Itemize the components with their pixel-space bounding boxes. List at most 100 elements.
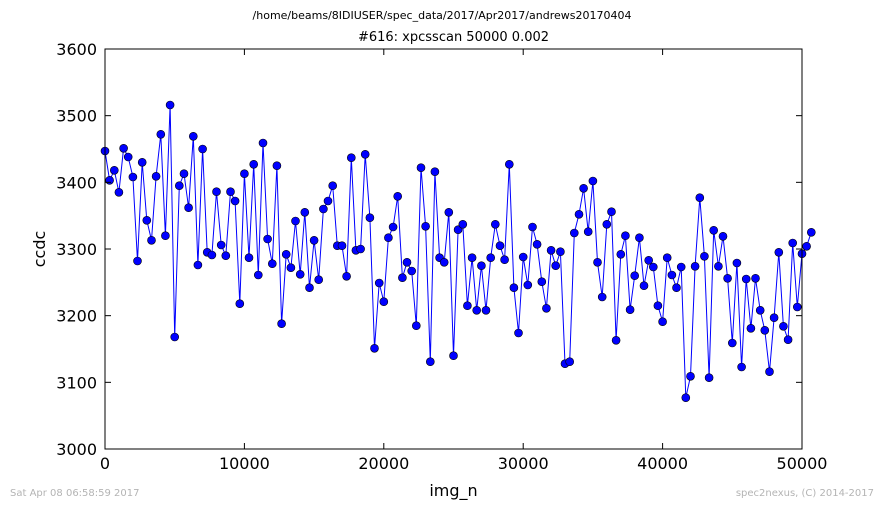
data-point	[384, 233, 393, 242]
data-point	[416, 163, 426, 172]
data-point	[328, 181, 338, 190]
data-point	[240, 169, 249, 178]
y-tick-label: 3200	[56, 307, 97, 326]
data-point	[635, 233, 644, 242]
data-point	[114, 188, 124, 197]
y-tick-label: 3000	[56, 440, 97, 459]
data-point	[532, 240, 542, 249]
data-point	[407, 266, 417, 276]
y-tick-label: 3400	[56, 173, 97, 192]
data-point	[151, 172, 161, 181]
data-point	[370, 343, 379, 353]
data-point	[467, 253, 477, 263]
data-point	[565, 357, 575, 367]
data-point	[556, 247, 565, 256]
data-point	[518, 252, 528, 262]
data-point	[337, 241, 347, 250]
data-point	[597, 292, 607, 302]
data-point	[760, 325, 770, 335]
data-point	[569, 228, 579, 238]
data-point	[123, 152, 133, 162]
data-point	[727, 338, 737, 348]
y-axis-label: ccdc	[30, 231, 49, 268]
data-point	[472, 305, 482, 315]
data-point	[226, 187, 235, 196]
data-point	[411, 321, 421, 331]
data-point	[175, 181, 184, 190]
data-point	[504, 160, 514, 169]
data-point	[779, 321, 788, 331]
data-point	[509, 283, 519, 293]
data-point	[616, 250, 626, 259]
data-point	[346, 153, 356, 162]
data-point	[165, 100, 175, 110]
data-point	[216, 240, 226, 250]
data-point	[709, 226, 719, 235]
data-point	[621, 231, 630, 240]
data-point	[458, 220, 468, 229]
axis-layer: 0 10000 20000 30000 40000 50000 3000 3100 3200 33…	[56, 40, 827, 473]
data-point	[272, 161, 282, 170]
series-layer	[100, 100, 816, 403]
data-point	[528, 222, 537, 232]
data-point	[611, 335, 621, 345]
data-point	[425, 357, 435, 367]
data-point	[179, 169, 189, 178]
data-point	[388, 222, 398, 232]
data-point	[356, 244, 365, 254]
data-point	[644, 255, 654, 265]
data-point	[221, 251, 231, 260]
data-point	[551, 261, 561, 271]
data-point	[653, 301, 663, 311]
y-tick-label: 3500	[56, 107, 97, 126]
data-point	[277, 319, 286, 329]
data-point	[281, 250, 291, 259]
data-point	[732, 258, 742, 268]
data-point	[119, 144, 128, 153]
data-point	[477, 261, 486, 271]
data-point	[212, 187, 221, 196]
data-point	[648, 262, 658, 272]
data-point	[495, 241, 505, 250]
data-point	[374, 278, 384, 288]
data-point	[300, 208, 310, 217]
data-point	[546, 246, 556, 255]
data-point	[286, 263, 296, 273]
data-point	[230, 196, 240, 206]
data-point	[751, 273, 760, 283]
data-point	[133, 256, 142, 266]
data-point	[537, 277, 547, 287]
data-point	[755, 305, 765, 315]
data-point	[137, 158, 147, 167]
timestamp-footer: Sat Apr 08 06:58:59 2017	[10, 488, 140, 499]
data-point	[704, 373, 714, 383]
data-point	[500, 255, 509, 265]
data-point	[128, 172, 138, 182]
data-point	[110, 166, 119, 175]
chart-title: #616: xpcsscan 50000 0.002	[357, 30, 550, 45]
data-point	[365, 213, 375, 222]
data-point	[676, 262, 686, 272]
data-point	[523, 280, 533, 290]
data-point	[142, 216, 152, 225]
data-point	[105, 176, 114, 185]
data-point	[198, 144, 207, 154]
data-point	[593, 257, 602, 267]
data-point	[574, 210, 584, 219]
data-point	[714, 261, 723, 271]
data-point	[439, 257, 449, 267]
data-point	[402, 257, 412, 267]
data-point	[788, 238, 798, 248]
data-point	[741, 274, 751, 284]
data-point	[147, 236, 156, 245]
data-point	[769, 313, 779, 323]
data-point	[667, 270, 677, 280]
data-point	[774, 248, 784, 257]
data-point	[514, 328, 523, 338]
credit-footer: spec2nexus, (C) 2014-2017	[735, 488, 874, 499]
x-tick-label: 20000	[358, 454, 409, 473]
data-point	[170, 332, 179, 342]
data-point	[319, 204, 328, 214]
data-point	[681, 393, 691, 403]
data-point	[607, 207, 616, 216]
